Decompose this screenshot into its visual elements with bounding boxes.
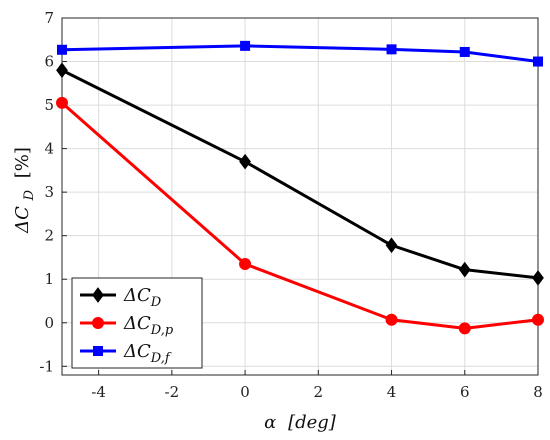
y-axis-unit: [%]	[12, 147, 33, 178]
data-point	[56, 62, 68, 79]
x-tick-label: 8	[533, 383, 543, 401]
y-axis-label: ΔC D [%]	[12, 147, 38, 234]
x-tick-label: 0	[240, 383, 250, 401]
legend-label-main: ΔC	[123, 341, 151, 362]
legend-label-sub: D,f	[150, 351, 172, 366]
series-line	[61, 68, 539, 280]
data-point	[93, 346, 103, 356]
legend-item: ΔCD	[80, 285, 162, 310]
y-tick-label: 0	[44, 314, 54, 332]
y-tick-label: 4	[44, 140, 54, 158]
data-point	[533, 56, 543, 67]
data-point	[92, 287, 104, 303]
x-tick-label: 4	[387, 383, 397, 401]
data-point	[458, 322, 471, 335]
x-tick-label: -2	[165, 383, 180, 401]
data-point	[458, 261, 471, 278]
x-axis-symbol: α	[264, 412, 276, 433]
data-point	[57, 44, 67, 55]
data-point	[386, 44, 397, 55]
series-1	[56, 96, 544, 335]
x-tick-label: -4	[91, 383, 106, 401]
legend-label-main: ΔC	[123, 313, 151, 334]
y-tick-label: -1	[39, 357, 54, 375]
y-tick-label: 6	[44, 53, 54, 71]
legend-label-main: ΔC	[123, 285, 151, 306]
x-tick-label: 6	[460, 383, 470, 401]
data-point	[92, 317, 104, 329]
data-point	[240, 40, 251, 51]
tick-labels: -4 -2 0 2 4 6 8 -1 0 1 2 3 4 5 6 7	[39, 9, 542, 401]
data-point	[532, 313, 544, 326]
y-axis-sub: D	[22, 189, 37, 201]
y-tick-label: 1	[44, 270, 54, 288]
grid	[62, 17, 539, 375]
y-tick-label: 3	[44, 183, 54, 201]
y-axis-main: ΔC	[12, 206, 33, 234]
y-tick-label: 2	[44, 227, 54, 245]
data-point	[56, 96, 68, 109]
x-tick-label: 2	[314, 383, 324, 401]
y-tick-label: 7	[44, 9, 54, 27]
data-point	[459, 46, 470, 57]
legend-label-sub: D	[150, 295, 162, 310]
plot-frame	[61, 17, 539, 376]
x-axis-label: α [deg]	[264, 412, 337, 433]
data-point	[385, 237, 398, 254]
data-point	[532, 270, 544, 286]
y-tick-label: 5	[44, 96, 54, 114]
data-point	[239, 257, 252, 270]
series-2	[57, 40, 543, 67]
legend-item: ΔCD,p	[80, 313, 174, 338]
data-point	[239, 153, 251, 170]
series-0	[56, 62, 544, 286]
data-point	[385, 313, 398, 326]
series-layer	[56, 40, 544, 335]
legend-label-sub: D,p	[150, 323, 174, 338]
legend-label: ΔCD	[123, 285, 162, 310]
legend-item: ΔCD,f	[80, 341, 172, 366]
legend-label: ΔCD,p	[123, 313, 174, 338]
x-axis-unit: [deg]	[288, 412, 337, 433]
legend-label: ΔCD,f	[123, 341, 172, 366]
